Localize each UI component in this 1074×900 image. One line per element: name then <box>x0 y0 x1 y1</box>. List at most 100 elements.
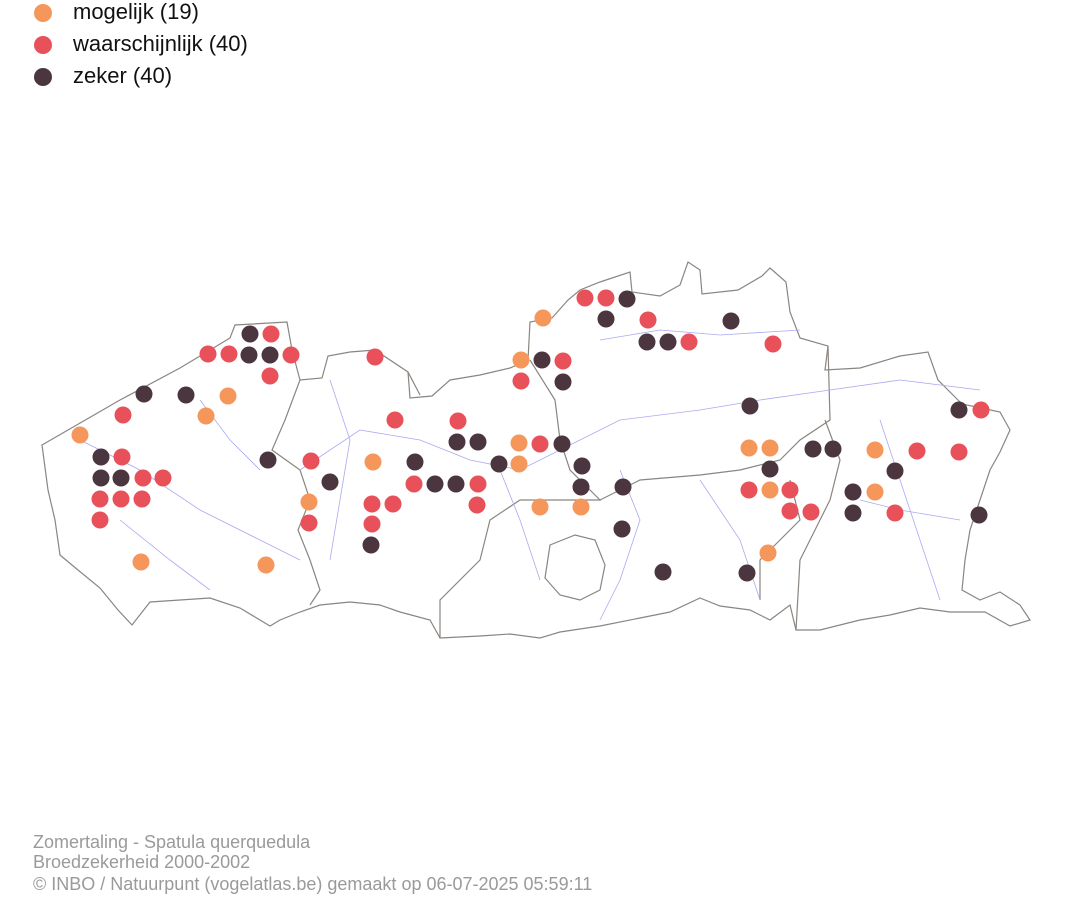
observation-dot <box>573 457 591 475</box>
observation-dot <box>241 325 259 343</box>
legend-swatch <box>34 4 52 22</box>
observation-dot <box>781 481 799 499</box>
observation-dot <box>741 397 759 415</box>
observation-dot <box>533 351 551 369</box>
footer-subtitle: Broedzekerheid 2000-2002 <box>33 852 250 872</box>
observation-dot <box>740 481 758 499</box>
observation-dot <box>654 563 672 581</box>
observation-dot <box>761 460 779 478</box>
observation-dot <box>740 439 758 457</box>
observation-dot <box>490 455 508 473</box>
observation-dot <box>366 348 384 366</box>
observation-dot <box>554 373 572 391</box>
legend-label: mogelijk (19) <box>73 0 199 24</box>
observation-dot <box>802 503 820 521</box>
observation-dot <box>262 325 280 343</box>
observation-dot <box>722 312 740 330</box>
observation-dot <box>447 475 465 493</box>
outline <box>41 261 1031 639</box>
observation-dot <box>386 411 404 429</box>
observation-dot <box>112 469 130 487</box>
observation-dot <box>449 412 467 430</box>
observation-dot <box>426 475 444 493</box>
observation-dot <box>950 443 968 461</box>
observation-dot <box>738 564 756 582</box>
observation-dot <box>220 345 238 363</box>
observation-dot <box>321 473 339 491</box>
observation-dot <box>553 435 571 453</box>
observation-dot <box>112 490 130 508</box>
observation-dot <box>781 502 799 520</box>
observation-dot <box>972 401 990 419</box>
observation-dot <box>114 406 132 424</box>
observation-dot <box>534 309 552 327</box>
observation-dot <box>133 490 151 508</box>
observation-dot <box>282 346 300 364</box>
observation-dot <box>113 448 131 466</box>
observation-dot <box>91 490 109 508</box>
observation-dot <box>844 504 862 522</box>
observation-dot <box>804 440 822 458</box>
observation-dot <box>405 475 423 493</box>
observation-dot <box>761 481 779 499</box>
observations <box>71 289 990 582</box>
observation-dot <box>406 453 424 471</box>
observation-dot <box>572 478 590 496</box>
observation-dot <box>638 333 656 351</box>
observation-dot <box>970 506 988 524</box>
observation-dot <box>597 310 615 328</box>
observation-dot <box>134 469 152 487</box>
observation-dot <box>680 333 698 351</box>
observation-dot <box>639 311 657 329</box>
observation-dot <box>866 441 884 459</box>
observation-dot <box>261 367 279 385</box>
observation-dot <box>300 493 318 511</box>
observation-dot <box>824 440 842 458</box>
observation-dot <box>512 372 530 390</box>
observation-dot <box>135 385 153 403</box>
observation-dot <box>177 386 195 404</box>
observation-dot <box>219 387 237 405</box>
observation-dot <box>448 433 466 451</box>
observation-dot <box>197 407 215 425</box>
observation-dot <box>300 514 318 532</box>
observation-dot <box>659 333 677 351</box>
observation-dot <box>91 511 109 529</box>
legend-label: waarschijnlijk (40) <box>72 31 248 56</box>
legend-label: zeker (40) <box>73 63 172 88</box>
observation-dot <box>531 435 549 453</box>
observation-dot <box>764 335 782 353</box>
observation-dot <box>71 426 89 444</box>
observation-dot <box>240 346 258 364</box>
observation-dot <box>132 553 150 571</box>
observation-dot <box>618 290 636 308</box>
observation-dot <box>613 520 631 538</box>
observation-dot <box>908 442 926 460</box>
observation-dot <box>866 483 884 501</box>
observation-dot <box>92 448 110 466</box>
observation-dot <box>363 495 381 513</box>
observation-dot <box>302 452 320 470</box>
observation-dot <box>364 453 382 471</box>
observation-dot <box>531 498 549 516</box>
rivers <box>79 329 981 621</box>
footer: Zomertaling - Spatula querquedula Broedz… <box>33 832 592 894</box>
brussels-border <box>544 534 606 601</box>
observation-dot <box>154 469 172 487</box>
observation-dot <box>554 352 572 370</box>
observation-dot <box>761 439 779 457</box>
observation-dot <box>510 434 528 452</box>
observation-dot <box>886 504 904 522</box>
legend-swatch <box>34 68 52 86</box>
legend-swatch <box>34 36 52 54</box>
observation-dot <box>261 346 279 364</box>
observation-dot <box>259 451 277 469</box>
observation-dot <box>950 401 968 419</box>
observation-dot <box>468 496 486 514</box>
observation-dot <box>597 289 615 307</box>
observation-dot <box>92 469 110 487</box>
footer-title: Zomertaling - Spatula querquedula <box>33 832 311 852</box>
observation-dot <box>512 351 530 369</box>
legend: mogelijk (19) waarschijnlijk (40) zeker (4… <box>34 0 248 88</box>
